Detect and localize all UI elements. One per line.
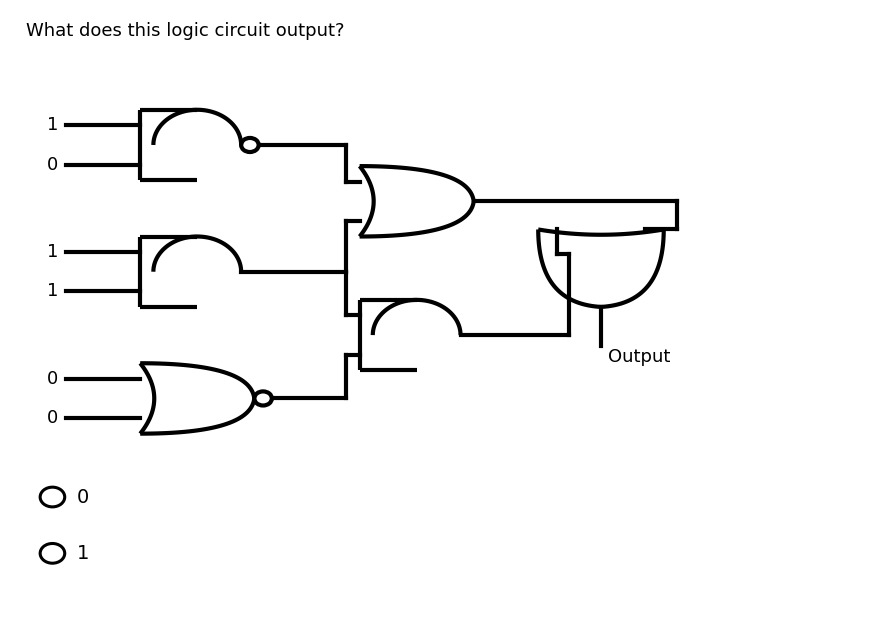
Text: 0: 0 xyxy=(47,370,58,388)
Text: 1: 1 xyxy=(47,243,58,261)
Text: 0: 0 xyxy=(47,156,58,174)
Text: 0: 0 xyxy=(77,487,89,507)
Text: 0: 0 xyxy=(47,409,58,427)
Text: 1: 1 xyxy=(47,116,58,134)
Text: 1: 1 xyxy=(77,544,89,563)
Text: What does this logic circuit output?: What does this logic circuit output? xyxy=(26,22,345,40)
Text: 1: 1 xyxy=(47,282,58,300)
Text: Output: Output xyxy=(608,348,671,366)
